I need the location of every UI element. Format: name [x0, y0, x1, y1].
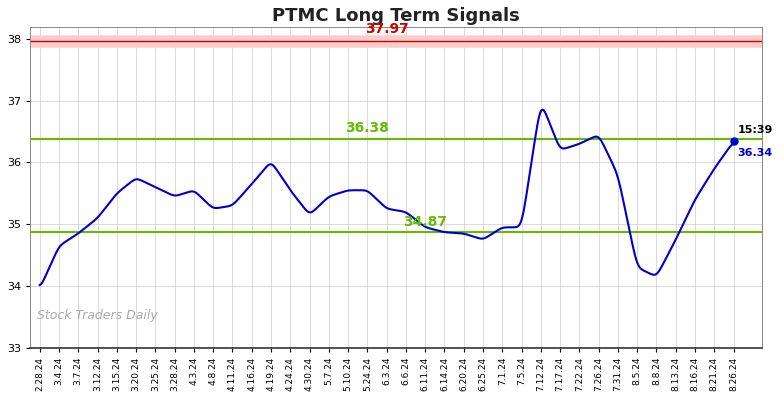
Title: PTMC Long Term Signals: PTMC Long Term Signals — [272, 7, 520, 25]
Text: 36.38: 36.38 — [346, 121, 390, 135]
Text: 36.34: 36.34 — [738, 148, 773, 158]
Text: Stock Traders Daily: Stock Traders Daily — [38, 309, 158, 322]
Text: 15:39: 15:39 — [738, 125, 773, 135]
Text: 37.97: 37.97 — [365, 22, 408, 36]
Text: 34.87: 34.87 — [403, 215, 447, 228]
